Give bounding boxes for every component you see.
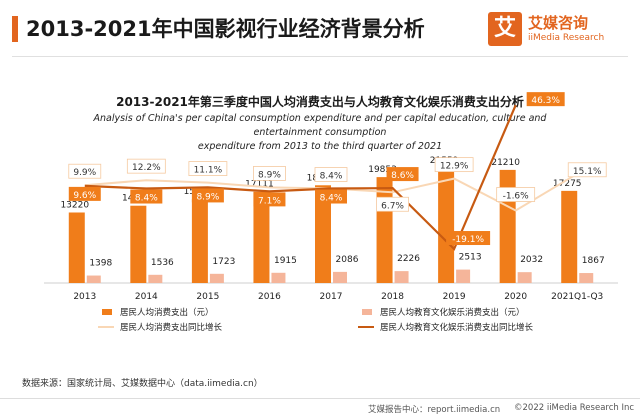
line-label-consumption-2018-box	[376, 196, 409, 212]
bar-label-consumption-2016: 17111	[245, 180, 274, 190]
line-label-education-2013: 9.6%	[73, 191, 96, 201]
bar-education-2017	[333, 271, 347, 283]
bar-consumption-2017	[315, 185, 331, 283]
line-label-consumption-2019-box	[434, 157, 474, 173]
line-label-education-2016-box	[253, 192, 286, 207]
line-label-consumption-2014-box	[126, 158, 166, 174]
bar-consumption-2015	[191, 199, 208, 283]
x-tick-label-2018: 2018	[381, 292, 404, 302]
line-label-consumption-2021Q1-Q3: 15.1%	[573, 167, 602, 177]
line-label-education-2015: 8.9%	[196, 192, 219, 202]
line-label-education-2013-box	[68, 186, 101, 201]
line-label-consumption-2013: 9.9%	[73, 168, 96, 178]
line-label-education-2017: 8.4%	[320, 194, 343, 204]
line-label-education-2020-box	[526, 92, 565, 107]
line-label-education-2015-box	[191, 188, 224, 203]
line-label-education-2014-box	[130, 189, 163, 204]
legend-label-1: 居民人均教育文化娱乐消费支出（元）	[380, 307, 525, 318]
bar-education-2013	[86, 275, 101, 283]
line-label-education-2018-box	[386, 167, 419, 182]
bar-consumption-2019	[438, 168, 455, 283]
bar-education-2018	[394, 271, 409, 283]
line-label-consumption-2020: -1.6%	[503, 192, 530, 202]
x-tick-label-2013: 2013	[73, 292, 96, 302]
logo-english-name: iiMedia Research	[528, 33, 605, 43]
logo-mark-icon: 艾	[488, 12, 522, 46]
x-tick-label-2021Q1-Q3: 2021Q1-Q3	[551, 292, 603, 302]
bar-consumption-2013	[68, 212, 85, 283]
line-education-growth	[84, 104, 517, 251]
bar-label-consumption-2021Q1-Q3: 17275	[553, 179, 582, 189]
bar-label-education-2018: 2226	[397, 254, 420, 264]
legend-label-3: 居民人均教育文化娱乐消费支出同比增长	[380, 322, 534, 333]
bar-education-2016	[271, 272, 286, 283]
line-label-education-2019: -19.1%	[452, 235, 484, 245]
chart-title: 2013-2021年第三季度中国人均消费支出与人均教育文化娱乐消费支出分析	[116, 95, 524, 109]
x-tick-label-2015: 2015	[196, 292, 219, 302]
line-label-consumption-2017-box	[314, 167, 348, 182]
logo-chinese-name: 艾媒咨询	[528, 14, 589, 32]
footer-copyright: ©2022 iiMedia Research Inc	[514, 403, 635, 413]
header: 2013-2021年中国影视行业经济背景分析 艾 艾媒咨询 iiMedia Re…	[0, 0, 640, 62]
legend-label-2: 居民人均消费支出同比增长	[120, 322, 223, 333]
x-tick-label-2014: 2014	[135, 292, 158, 302]
bar-consumption-2020	[499, 169, 516, 283]
bar-education-2021Q1-Q3	[579, 273, 594, 283]
chart-subtitle: Analysis of China's per capital consumpt…	[80, 112, 560, 154]
bar-label-education-2016: 1915	[274, 256, 297, 266]
page-title: 2013-2021年中国影视行业经济背景分析	[26, 17, 425, 41]
legend-label-0: 居民人均消费支出（元）	[120, 307, 214, 318]
line-label-consumption-2021Q1-Q3-box	[567, 162, 607, 178]
line-label-consumption-2015: 11.1%	[194, 166, 223, 176]
bar-education-2020	[517, 272, 532, 283]
line-label-education-2016: 7.1%	[258, 196, 281, 206]
bar-education-2015	[209, 273, 224, 283]
footer-report-center: 艾媒报告中心：report.iimedia.cn	[368, 405, 501, 415]
x-tick-label-2017: 2017	[320, 292, 343, 302]
line-label-consumption-2013-box	[68, 163, 102, 179]
bar-label-education-2014: 1536	[151, 258, 174, 268]
bar-consumption-2014	[130, 205, 147, 283]
line-label-consumption-2019: 12.9%	[440, 162, 469, 172]
chart-subtitle-line-2: expenditure from 2013 to the third quart…	[197, 141, 443, 152]
line-label-education-2018: 8.6%	[391, 171, 414, 181]
legend-swatch-0	[102, 309, 112, 315]
line-label-consumption-2015-box	[188, 161, 228, 176]
title-accent-bar	[12, 16, 18, 42]
bar-consumption-2016	[253, 191, 270, 283]
line-label-education-2014: 8.4%	[135, 194, 158, 204]
bar-education-2014	[148, 274, 163, 283]
legend-swatch-1	[362, 309, 372, 315]
x-tick-label-2019: 2019	[443, 292, 466, 302]
line-label-education-2019-box	[446, 231, 491, 246]
line-label-consumption-2020-box	[496, 187, 536, 202]
chart-subtitle-line-1: Analysis of China's per capital consumpt…	[93, 113, 547, 138]
data-source: 数据来源：国家统计局、艾媒数据中心（data.iimedia.cn）	[22, 379, 263, 389]
bar-education-2019	[456, 269, 471, 283]
bar-label-education-2013: 1398	[89, 259, 112, 269]
bar-label-education-2017: 2086	[336, 255, 359, 265]
line-label-consumption-2016: 8.9%	[258, 170, 281, 180]
line-label-education-2020: 46.3%	[531, 96, 560, 106]
footer: 艾媒报告中心：report.iimedia.cn ©2022 iiMedia R…	[0, 398, 640, 417]
bar-label-education-2019: 2513	[459, 253, 482, 263]
bar-consumption-2021Q1-Q3	[561, 190, 578, 283]
bar-label-consumption-2018: 19853	[368, 165, 397, 175]
x-tick-label-2020: 2020	[504, 292, 527, 302]
bar-label-consumption-2020: 21210	[491, 158, 520, 168]
bar-label-education-2020: 2032	[520, 255, 543, 265]
line-label-consumption-2016-box	[253, 166, 286, 181]
brand-logo: 艾 艾媒咨询 iiMedia Research	[488, 12, 628, 50]
line-label-consumption-2017: 8.4%	[320, 172, 343, 182]
bar-label-consumption-2013: 13220	[60, 200, 89, 210]
x-tick-label-2016: 2016	[258, 292, 281, 302]
header-divider	[12, 56, 628, 57]
line-label-consumption-2014: 12.2%	[132, 163, 161, 173]
line-label-education-2017-box	[315, 189, 347, 204]
bar-label-education-2015: 1723	[212, 257, 235, 267]
line-label-consumption-2018: 6.7%	[381, 201, 404, 211]
bar-label-education-2021Q1-Q3: 1867	[582, 256, 605, 266]
